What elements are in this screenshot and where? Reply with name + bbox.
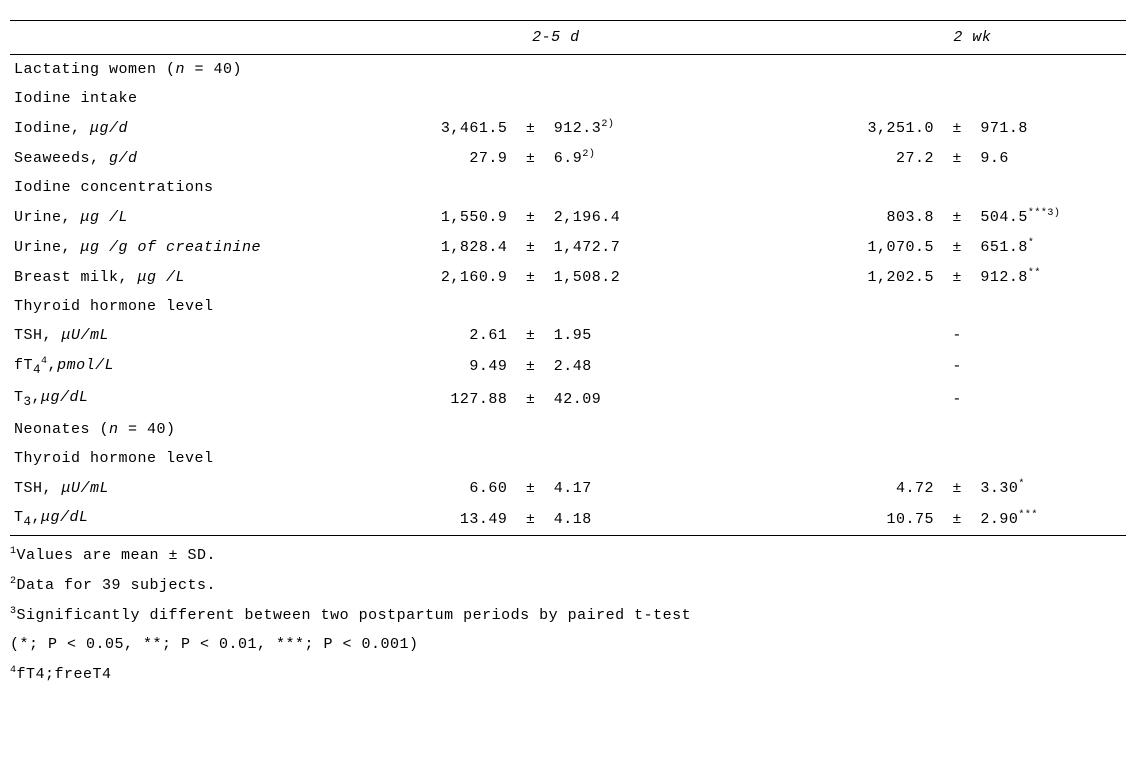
data-table: 2-5 d 2 wk Lactating women (n = 40) Iodi…	[10, 20, 1126, 536]
footnote-3b: (*; P < 0.05, **; P < 0.01, ***; P < 0.0…	[10, 630, 1126, 659]
footnote-3: 3Significantly different between two pos…	[10, 600, 1126, 630]
subhead-iodine-intake: Iodine intake	[10, 84, 1126, 113]
footnote-4: 4fT4;freeT4	[10, 659, 1126, 689]
subhead-iodine-conc: Iodine concentrations	[10, 173, 1126, 202]
row-urine-c: Urine, μg /g of creatinine 1,828.4 ± 1,4…	[10, 232, 1126, 262]
subhead-thyroid-l: Thyroid hormone level	[10, 292, 1126, 321]
row-iodine: Iodine, μg/d 3,461.5 ± 912.32) 3,251.0 ±…	[10, 113, 1126, 143]
row-t3: T3,μg/dL 127.88 ± 42.09 -	[10, 383, 1126, 415]
footnote-2: 2Data for 39 subjects.	[10, 570, 1126, 600]
section-neonates: Neonates (n = 40)	[10, 415, 1126, 444]
row-tsh-l: TSH, μU/mL 2.61 ± 1.95 -	[10, 321, 1126, 350]
header-row: 2-5 d 2 wk	[10, 21, 1126, 55]
row-ft4: fT44,pmol/L 9.49 ± 2.48 -	[10, 350, 1126, 383]
footnote-1: 1Values are mean ± SD.	[10, 540, 1126, 570]
row-t4: T4,μg/dL 13.49 ± 4.18 10.75 ± 2.90***	[10, 503, 1126, 536]
section-lactating: Lactating women (n = 40)	[10, 55, 1126, 85]
row-seaweeds: Seaweeds, g/d 27.9 ± 6.92) 27.2 ± 9.6	[10, 143, 1126, 173]
col-header-2: 2 wk	[819, 21, 1126, 55]
footnotes: 1Values are mean ± SD. 2Data for 39 subj…	[10, 540, 1126, 689]
row-tsh-n: TSH, μU/mL 6.60 ± 4.17 4.72 ± 3.30*	[10, 473, 1126, 503]
row-breast-milk: Breast milk, μg /L 2,160.9 ± 1,508.2 1,2…	[10, 262, 1126, 292]
col-header-1: 2-5 d	[382, 21, 730, 55]
subhead-thyroid-n: Thyroid hormone level	[10, 444, 1126, 473]
row-urine-l: Urine, μg /L 1,550.9 ± 2,196.4 803.8 ± 5…	[10, 202, 1126, 232]
